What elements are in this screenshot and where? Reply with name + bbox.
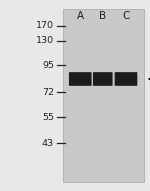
Text: 43: 43 xyxy=(42,139,54,148)
Text: B: B xyxy=(99,11,106,21)
Bar xyxy=(63,9,144,182)
Text: 72: 72 xyxy=(42,87,54,96)
FancyBboxPatch shape xyxy=(93,72,112,86)
Text: 170: 170 xyxy=(36,21,54,31)
Text: 55: 55 xyxy=(42,113,54,122)
Text: 95: 95 xyxy=(42,61,54,70)
FancyBboxPatch shape xyxy=(115,72,137,86)
Text: 130: 130 xyxy=(36,36,54,45)
Text: C: C xyxy=(122,11,130,21)
Text: A: A xyxy=(77,11,84,21)
FancyBboxPatch shape xyxy=(69,72,92,86)
